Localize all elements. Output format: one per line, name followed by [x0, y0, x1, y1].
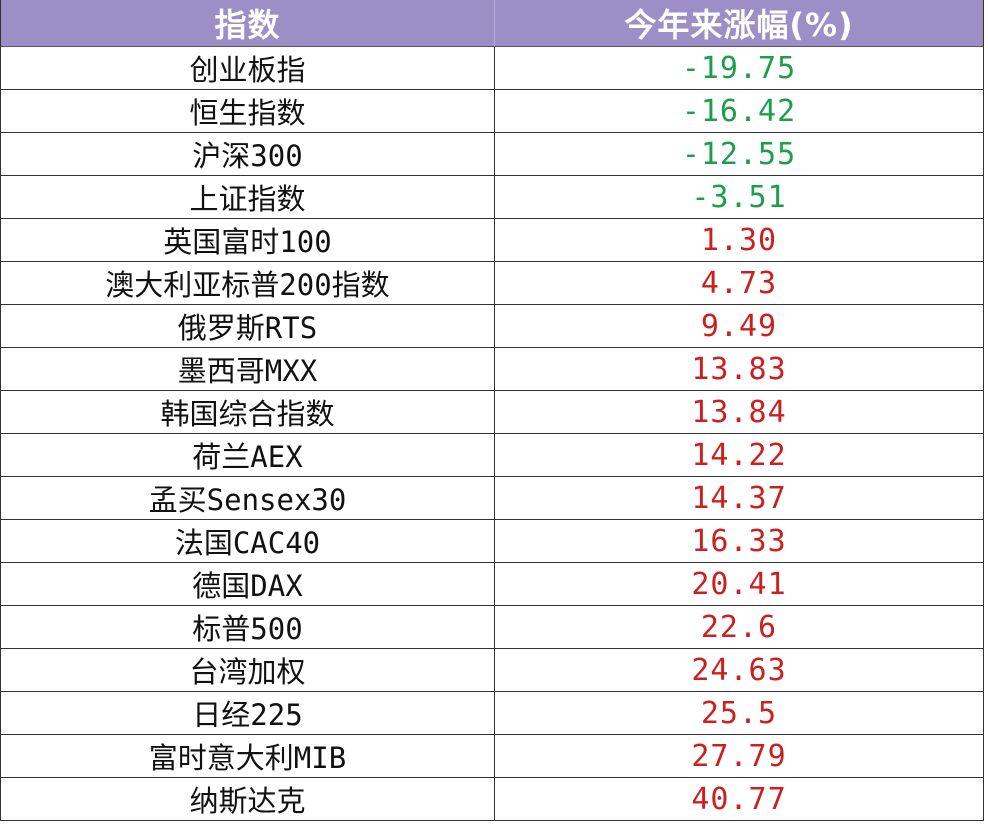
- ytd-change-cell: 20.41: [691, 566, 787, 602]
- index-name-cell: 富时意大利MIB: [1, 735, 495, 777]
- index-name-cell: 沪深300: [1, 133, 495, 175]
- ytd-change-cell: -19.75: [681, 50, 797, 86]
- table-row: 标普500 22.6: [1, 606, 983, 649]
- ytd-change-cell: 4.73: [700, 265, 778, 301]
- ytd-change-cell: 9.49: [700, 308, 778, 344]
- index-name-cell: 上证指数: [1, 176, 495, 218]
- table-row: 富时意大利MIB 27.79: [1, 735, 983, 778]
- table-row: 俄罗斯RTS 9.49: [1, 305, 983, 348]
- index-name-cell: 日经225: [1, 692, 495, 734]
- index-name-cell: 荷兰AEX: [1, 434, 495, 476]
- ytd-change-cell: 27.79: [691, 738, 787, 774]
- ytd-change-cell: 13.83: [691, 351, 787, 387]
- table-row: 上证指数 -3.51: [1, 176, 983, 219]
- ytd-change-cell: -12.55: [681, 136, 797, 172]
- header-ytd-change: 今年来涨幅(%): [624, 6, 854, 44]
- index-name-cell: 创业板指: [1, 47, 495, 89]
- ytd-change-cell: 14.22: [691, 437, 787, 473]
- index-name-cell: 法国CAC40: [1, 520, 495, 562]
- table-row: 英国富时100 1.30: [1, 219, 983, 262]
- table-header-row: 指数 今年来涨幅(%): [1, 0, 983, 47]
- table-row: 德国DAX 20.41: [1, 563, 983, 606]
- table-row: 墨西哥MXX 13.83: [1, 348, 983, 391]
- table-row: 荷兰AEX 14.22: [1, 434, 983, 477]
- ytd-change-cell: 24.63: [691, 652, 787, 688]
- table-row: 创业板指 -19.75: [1, 47, 983, 90]
- index-name-cell: 恒生指数: [1, 90, 495, 132]
- index-name-cell: 俄罗斯RTS: [1, 305, 495, 347]
- ytd-change-cell: -16.42: [681, 93, 797, 129]
- ytd-change-cell: 16.33: [691, 523, 787, 559]
- index-name-cell: 英国富时100: [1, 219, 495, 261]
- index-name-cell: 墨西哥MXX: [1, 348, 495, 390]
- index-name-cell: 台湾加权: [1, 649, 495, 691]
- ytd-change-cell: -3.51: [691, 179, 787, 215]
- table-row: 法国CAC40 16.33: [1, 520, 983, 563]
- table-row: 日经225 25.5: [1, 692, 983, 735]
- index-name-cell: 孟买Sensex30: [1, 477, 495, 519]
- table-row: 纳斯达克 40.77: [1, 778, 983, 821]
- index-name-cell: 澳大利亚标普200指数: [1, 262, 495, 304]
- header-index-name: 指数: [1, 0, 495, 46]
- table-row: 台湾加权 24.63: [1, 649, 983, 692]
- index-name-cell: 德国DAX: [1, 563, 495, 605]
- table-row: 澳大利亚标普200指数 4.73: [1, 262, 983, 305]
- table-row: 恒生指数 -16.42: [1, 90, 983, 133]
- ytd-change-cell: 1.30: [700, 222, 778, 258]
- ytd-change-cell: 22.6: [700, 609, 778, 645]
- index-name-cell: 纳斯达克: [1, 778, 495, 820]
- table-row: 孟买Sensex30 14.37: [1, 477, 983, 520]
- ytd-change-cell: 40.77: [691, 781, 787, 817]
- index-name-cell: 韩国综合指数: [1, 391, 495, 433]
- table-row: 沪深300 -12.55: [1, 133, 983, 176]
- ytd-change-cell: 25.5: [700, 695, 778, 731]
- index-name-cell: 标普500: [1, 606, 495, 648]
- ytd-change-cell: 13.84: [691, 394, 787, 430]
- ytd-change-cell: 14.37: [691, 480, 787, 516]
- table-row: 韩国综合指数 13.84: [1, 391, 983, 434]
